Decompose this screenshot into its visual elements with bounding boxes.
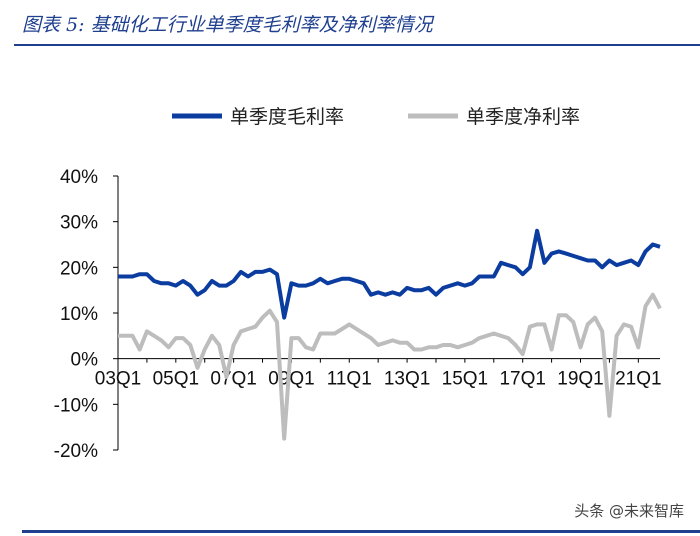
y-tick-label: 20%: [60, 258, 98, 279]
legend-label-1: 单季度毛利率: [230, 106, 344, 128]
series-layer: [118, 228, 662, 441]
x-tick-label: 19Q1: [557, 369, 603, 390]
x-tick-label: 11Q1: [327, 369, 372, 390]
y-axis: 40% 30% 20% 10% 0% -10% -20%: [54, 167, 119, 462]
line-chart: 单季度毛利率 单季度净利率 40% 30% 20% 10% 0% -10% -20% 03Q1…: [54, 106, 662, 462]
legend-label-2: 单季度净利率: [466, 106, 580, 128]
y-tick-label: -10%: [54, 395, 98, 416]
y-tick-label: 40%: [60, 167, 98, 188]
footer-divider: [22, 530, 700, 533]
x-tick-label: 09Q1: [268, 369, 314, 390]
y-tick-label: 30%: [60, 213, 98, 234]
chart-area: 单季度毛利率 单季度净利率 40% 30% 20% 10% 0% -10% -20% 03Q1…: [0, 60, 700, 520]
x-tick-label: 03Q1: [95, 369, 141, 390]
x-tick-label: 17Q1: [499, 369, 545, 390]
y-tick-label: 10%: [60, 304, 98, 325]
figure-title: 图表 5: 基础化工行业单季度毛利率及净利率情况: [22, 14, 433, 36]
y-tick-label: 0%: [71, 350, 99, 371]
title-divider: [14, 44, 700, 46]
watermark: 头条 @未来智库: [574, 502, 684, 520]
series-line-2: [118, 292, 662, 441]
x-tick-label: 07Q1: [210, 369, 256, 390]
x-axis: 03Q1 05Q1 07Q1 09Q1 11Q1 13Q1 15Q1 17Q1 19Q1 21Q1: [95, 358, 662, 390]
x-tick-label: 05Q1: [153, 369, 199, 390]
chart-legend: 单季度毛利率 单季度净利率: [172, 106, 580, 128]
series-line-1: [118, 228, 661, 320]
y-tick-label: -20%: [54, 441, 98, 462]
x-tick-label: 15Q1: [442, 369, 488, 390]
x-tick-label: 21Q1: [615, 369, 661, 390]
x-tick-label: 13Q1: [384, 369, 430, 390]
figure-header: 图表 5: 基础化工行业单季度毛利率及净利率情况: [0, 0, 700, 48]
